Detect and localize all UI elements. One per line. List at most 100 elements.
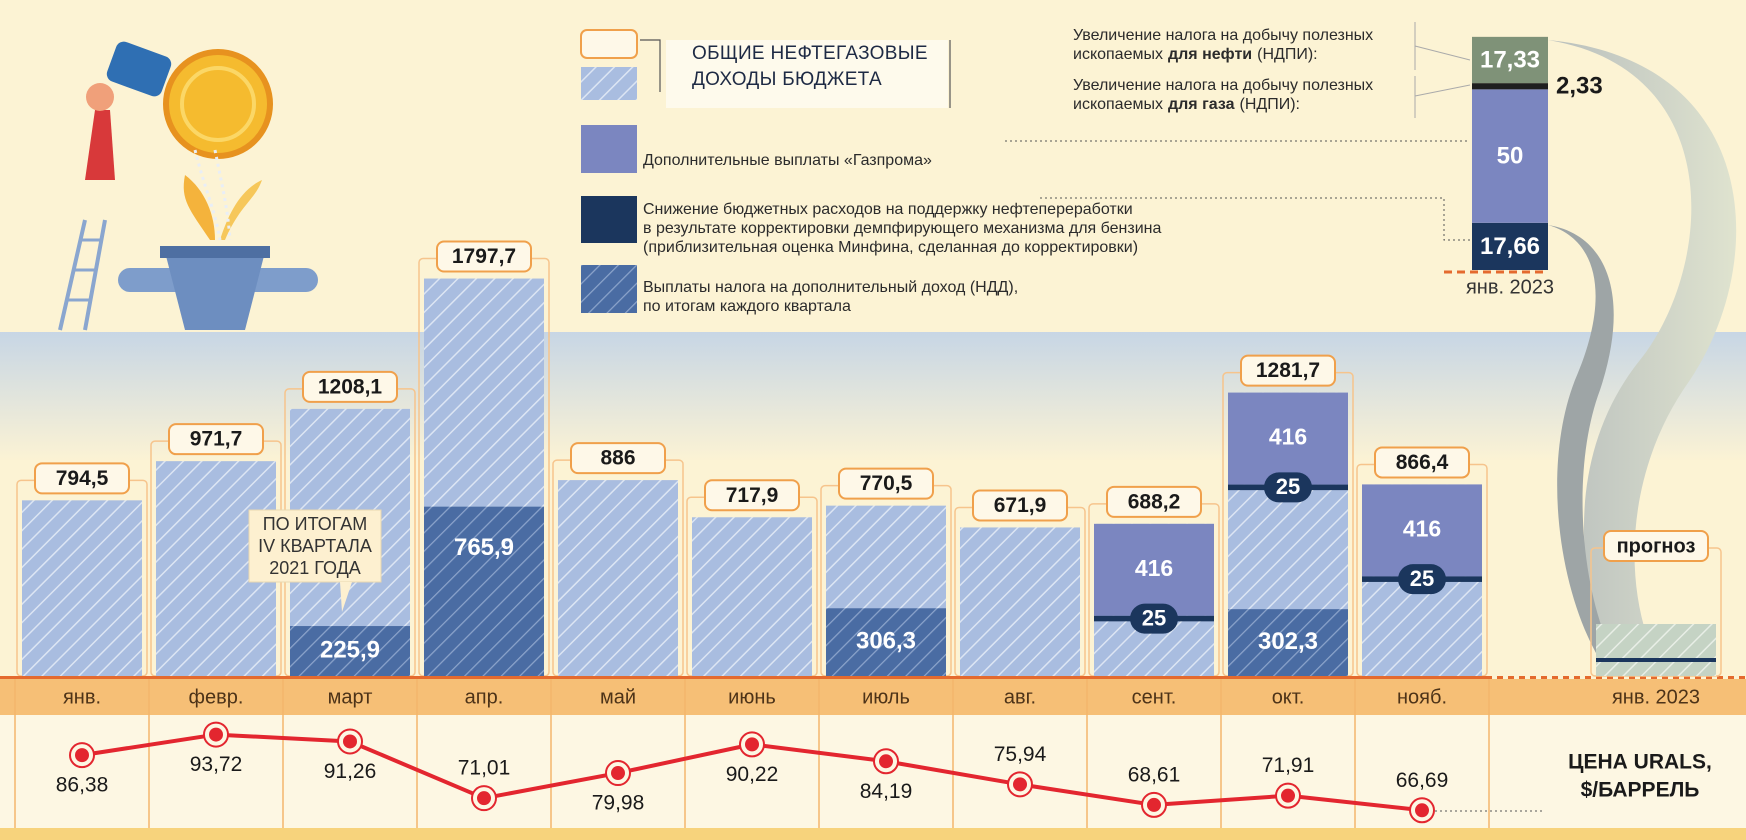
value-label: 302,3	[1258, 628, 1318, 655]
note-bold: для нефти	[1168, 46, 1252, 63]
bar-segment	[424, 507, 544, 676]
x-tick-label: янв. 2023	[1612, 686, 1700, 708]
note-text: Увеличение налога на добычу полезных	[1073, 77, 1373, 94]
forecast-stripe	[1596, 658, 1716, 662]
x-tick-label: сент.	[1132, 686, 1177, 708]
legend-label: Выплаты налога на дополнительный доход (…	[643, 279, 1018, 296]
x-tick-label: май	[600, 686, 636, 708]
body: ОБЩИЕ НЕФТЕГАЗОВЫЕ ДОХОДЫ БЮДЖЕТА Дополн…	[0, 0, 1746, 840]
x-tick-label: июнь	[728, 686, 776, 708]
x-tick-label: янв.	[63, 686, 101, 708]
x-tick-label: апр.	[465, 686, 504, 708]
total-label: 971,7	[190, 428, 243, 451]
price-label: 90,22	[726, 763, 779, 786]
x-tick-label: окт.	[1272, 686, 1305, 708]
x-tick-label: нояб.	[1397, 686, 1447, 708]
price-label: 71,01	[458, 757, 511, 780]
price-label: 93,72	[190, 753, 243, 776]
price-label: 84,19	[860, 780, 913, 803]
annotation: 2021 ГОДА	[269, 558, 361, 578]
note-text: ископаемых для нефти (НДПИ):	[1073, 46, 1318, 63]
value-label: 306,3	[856, 627, 916, 654]
value-label: 225,9	[320, 636, 380, 663]
value-label: 17,33	[1480, 46, 1540, 73]
chart: ОБЩИЕ НЕФТЕГАЗОВЫЕ ДОХОДЫ БЮДЖЕТА Дополн…	[0, 0, 1746, 840]
price-band	[0, 715, 1746, 828]
price-label: $/БАРРЕЛЬ	[1581, 779, 1700, 802]
bottom-strip	[0, 828, 1746, 840]
value-label: 25	[1410, 566, 1434, 591]
price-point	[1147, 798, 1161, 812]
legend-label: (приблизительная оценка Минфина, сделанн…	[643, 239, 1138, 256]
legend-swatch	[581, 265, 637, 313]
x-tick-label: февр.	[189, 686, 244, 708]
bar	[692, 517, 812, 676]
total-label: 1208,1	[318, 375, 383, 398]
total-label: 688,2	[1128, 490, 1181, 513]
forecast-label: прогноз	[1617, 535, 1696, 557]
total-label: 1281,7	[1256, 359, 1320, 382]
note-text: (НДПИ):	[1239, 96, 1300, 113]
x-tick-label: март	[328, 686, 373, 708]
stack-category: янв. 2023	[1466, 276, 1554, 298]
total-label: 866,4	[1396, 451, 1449, 474]
value-label: 25	[1142, 605, 1166, 630]
price-point	[611, 766, 625, 780]
value-label: 17,66	[1480, 233, 1540, 260]
value-label: 50	[1497, 142, 1524, 169]
legend-swatch	[581, 67, 637, 100]
value-label: 416	[1135, 555, 1173, 581]
price-point	[343, 734, 357, 748]
price-label: 79,98	[592, 792, 645, 815]
price-label: 91,26	[324, 760, 377, 783]
x-tick-label: авг.	[1004, 686, 1036, 708]
price-label: 68,61	[1128, 763, 1181, 786]
price-point	[1415, 803, 1429, 817]
price-label: 75,94	[994, 743, 1047, 766]
note-text: ископаемых	[1073, 46, 1163, 63]
value-label: 416	[1269, 424, 1307, 450]
price-label: 66,69	[1396, 769, 1449, 792]
legend-title: ДОХОДЫ БЮДЖЕТА	[692, 69, 882, 90]
annotation: ПО ИТОГАМ	[263, 514, 368, 534]
legend-label: Снижение бюджетных расходов на поддержку…	[643, 201, 1133, 218]
legend-swatch	[581, 196, 637, 243]
note-text: (НДПИ):	[1257, 46, 1318, 63]
price-point	[745, 737, 759, 751]
legend-label: по итогам каждого квартала	[643, 298, 851, 315]
note-text: ископаемых	[1073, 96, 1163, 113]
total-label: 671,9	[994, 494, 1047, 517]
price-point	[477, 791, 491, 805]
value-label: 2,33	[1556, 73, 1603, 100]
price-point	[75, 748, 89, 762]
note-text: ископаемых для газа(НДПИ):	[1073, 96, 1300, 113]
note-bold: для газа	[1168, 96, 1235, 113]
price-label: 71,91	[1262, 754, 1315, 777]
note-text: Увеличение налога на добычу полезных	[1073, 27, 1373, 44]
total-label: 794,5	[56, 467, 109, 490]
price-point	[1281, 789, 1295, 803]
value-label: 25	[1276, 474, 1300, 499]
legend-label: Дополнительные выплаты «Газпрома»	[643, 152, 932, 169]
page: Нефтегазовые доходы бюджета {"chart_data…	[0, 0, 1746, 840]
x-tick-label: июль	[862, 686, 910, 708]
total-label: 717,9	[726, 484, 779, 507]
price-label: 86,38	[56, 774, 109, 797]
total-label: 1797,7	[452, 245, 516, 268]
legend-swatch	[581, 125, 637, 173]
stack-segment	[1472, 83, 1548, 89]
bar	[960, 527, 1080, 676]
price-point	[209, 728, 223, 742]
bar	[558, 480, 678, 676]
legend-swatch	[581, 30, 637, 58]
legend-title: ОБЩИЕ НЕФТЕГАЗОВЫЕ	[692, 43, 928, 64]
annotation: IV КВАРТАЛА	[258, 536, 372, 556]
price-point	[879, 754, 893, 768]
price-point	[1013, 777, 1027, 791]
total-label: 886	[600, 447, 635, 470]
total-label: 770,5	[860, 472, 913, 495]
price-label: ЦЕНА URALS,	[1568, 751, 1712, 774]
forecast-bar	[1596, 624, 1716, 676]
value-label: 765,9	[454, 534, 514, 561]
value-label: 416	[1403, 516, 1441, 542]
